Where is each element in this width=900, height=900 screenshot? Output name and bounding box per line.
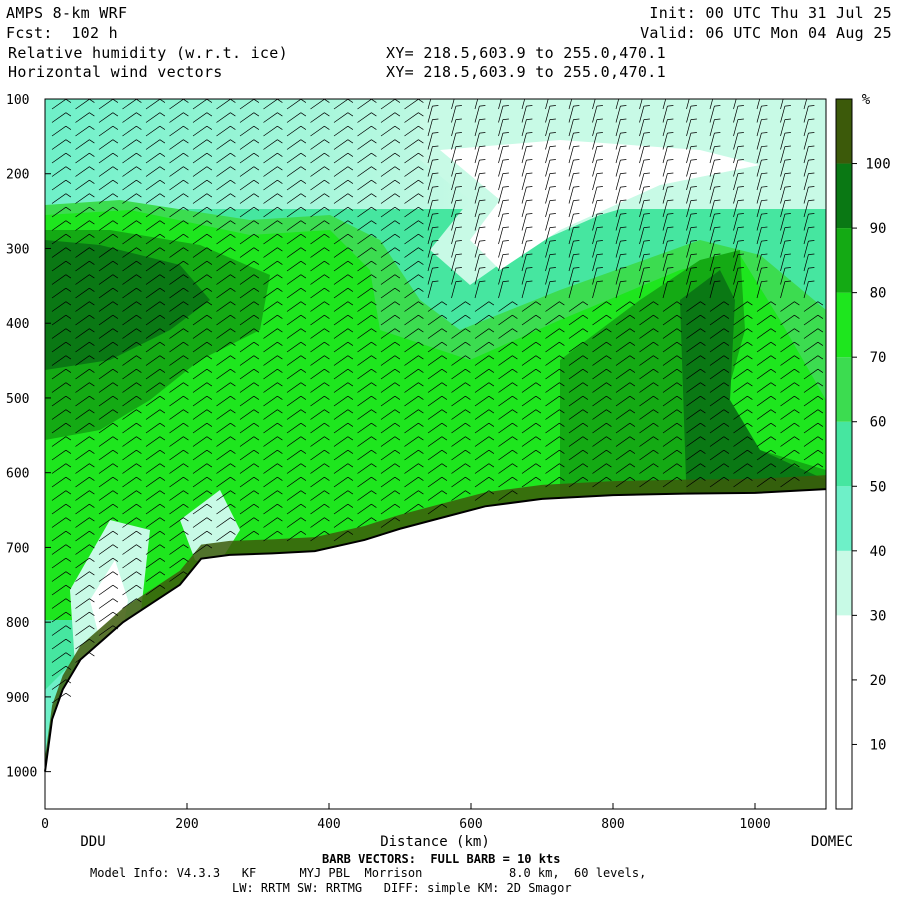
colorbar-tick-label: 40 (870, 544, 887, 560)
field-title: Relative humidity (w.r.t. ice) (8, 44, 288, 62)
colorbar-bin (836, 292, 852, 358)
y-tick-label: 1000 (6, 766, 37, 781)
y-tick-label: 100 (6, 93, 29, 108)
wind-barb-set (51, 99, 824, 704)
y-tick-label: 400 (6, 317, 29, 332)
forecast-hour: Fcst: 102 h (6, 24, 118, 42)
colorbar-tick-label: 70 (870, 350, 887, 366)
colorbar-bin (836, 163, 852, 229)
x-axis: 0 200 400 600 800 1000 (41, 803, 771, 832)
colorbar-bin (836, 550, 852, 616)
y-tick-label: 900 (6, 691, 29, 706)
y-tick-label: 300 (6, 242, 29, 257)
y-tick-label: 200 (6, 168, 29, 183)
wind-barbs (51, 99, 824, 704)
colorbar-tick-label: 30 (870, 608, 887, 624)
colorbar-tick-label: 50 (870, 479, 887, 495)
colorbar-bin (836, 679, 852, 745)
cross-section-coords-1: XY= 218.5,603.9 to 255.0,470.1 (386, 44, 666, 62)
colorbar-bin (836, 421, 852, 487)
colorbar-frame (835, 98, 853, 810)
x-tick-label: 800 (601, 817, 624, 832)
colorbar-bin (836, 228, 852, 293)
colorbar-bin (836, 615, 852, 680)
model-title: AMPS 8-km WRF (6, 4, 128, 22)
valid-time: Valid: 06 UTC Mon 04 Aug 25 (640, 24, 892, 42)
x-tick-label: 1000 (739, 817, 770, 832)
humidity-field (45, 99, 826, 809)
barb-note: BARB VECTORS: FULL BARB = 10 kts (322, 852, 561, 866)
cross-section-coords-2: XY= 218.5,603.9 to 255.0,470.1 (386, 63, 666, 81)
y-tick-label: 700 (6, 541, 29, 556)
colorbar-bin (836, 357, 852, 422)
colorbar-tick-label: 10 (870, 737, 887, 753)
x-tick-label: 400 (317, 817, 340, 832)
y-tick-label: 500 (6, 392, 29, 407)
y-tick-label: 600 (6, 467, 29, 482)
init-time: Init: 00 UTC Thu 31 Jul 25 (649, 4, 892, 22)
colorbar-unit: % (862, 92, 871, 108)
x-endpoint-right: DOMEC (811, 834, 853, 850)
colorbar-tick-label: 80 (870, 286, 887, 302)
field-very-dry-region (440, 140, 760, 270)
colorbar-tick-label: 20 (870, 673, 887, 689)
x-tick-label: 200 (175, 817, 198, 832)
x-axis-title: Distance (km) (380, 834, 490, 850)
plot-frame (44, 98, 827, 810)
field-surface-band (45, 475, 826, 772)
field-saturated-left (45, 240, 210, 370)
colorbar-tick-label: 60 (870, 415, 887, 431)
terrain-profile-line (44, 488, 827, 772)
model-info-physics: LW: RRTM SW: RRTMG DIFF: simple KM: 2D S… (232, 881, 572, 895)
colorbar-tick-label: 100 (865, 157, 890, 173)
vector-title: Horizontal wind vectors (8, 63, 223, 81)
terrain-fill (45, 489, 826, 809)
y-tick-label: 800 (6, 616, 29, 631)
colorbar: 10 20 30 40 50 60 70 80 90 100 (835, 98, 891, 810)
colorbar-bin (836, 486, 852, 551)
colorbar-bin (836, 99, 852, 164)
model-info: Model Info: V4.3.3 KF MYJ PBL Morrison 8… (90, 866, 647, 880)
y-axis: 100 200 300 400 500 600 700 800 900 1000 (6, 93, 51, 781)
colorbar-bin (836, 744, 852, 809)
x-tick-label: 0 (41, 817, 49, 832)
colorbar-tick-label: 90 (870, 221, 887, 237)
x-tick-label: 600 (459, 817, 482, 832)
x-endpoint-left: DDU (80, 834, 105, 850)
